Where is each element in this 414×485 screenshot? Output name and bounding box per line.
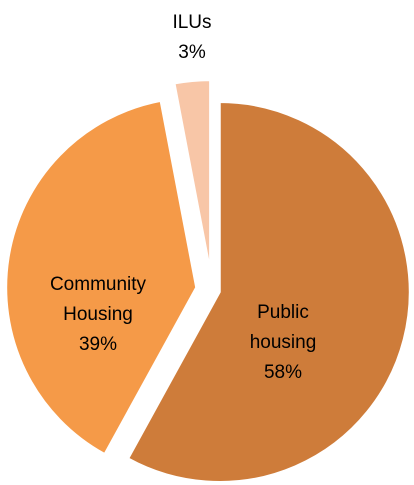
slice-label-ilus-1: 3%: [178, 42, 206, 63]
slice-label-public-1: housing: [250, 332, 317, 353]
pie-slice-public: [126, 100, 411, 483]
pie-slice-ilus: [173, 79, 212, 271]
slice-label-community-1: Housing: [63, 304, 133, 325]
pie-slice-community: [5, 99, 198, 456]
slice-label-ilus-0: ILUs: [172, 12, 211, 33]
slice-label-community-2: 39%: [79, 334, 117, 355]
slice-label-public-2: 58%: [264, 362, 302, 383]
slice-label-community-0: Community: [50, 274, 147, 295]
slice-label-public-0: Public: [257, 302, 309, 323]
